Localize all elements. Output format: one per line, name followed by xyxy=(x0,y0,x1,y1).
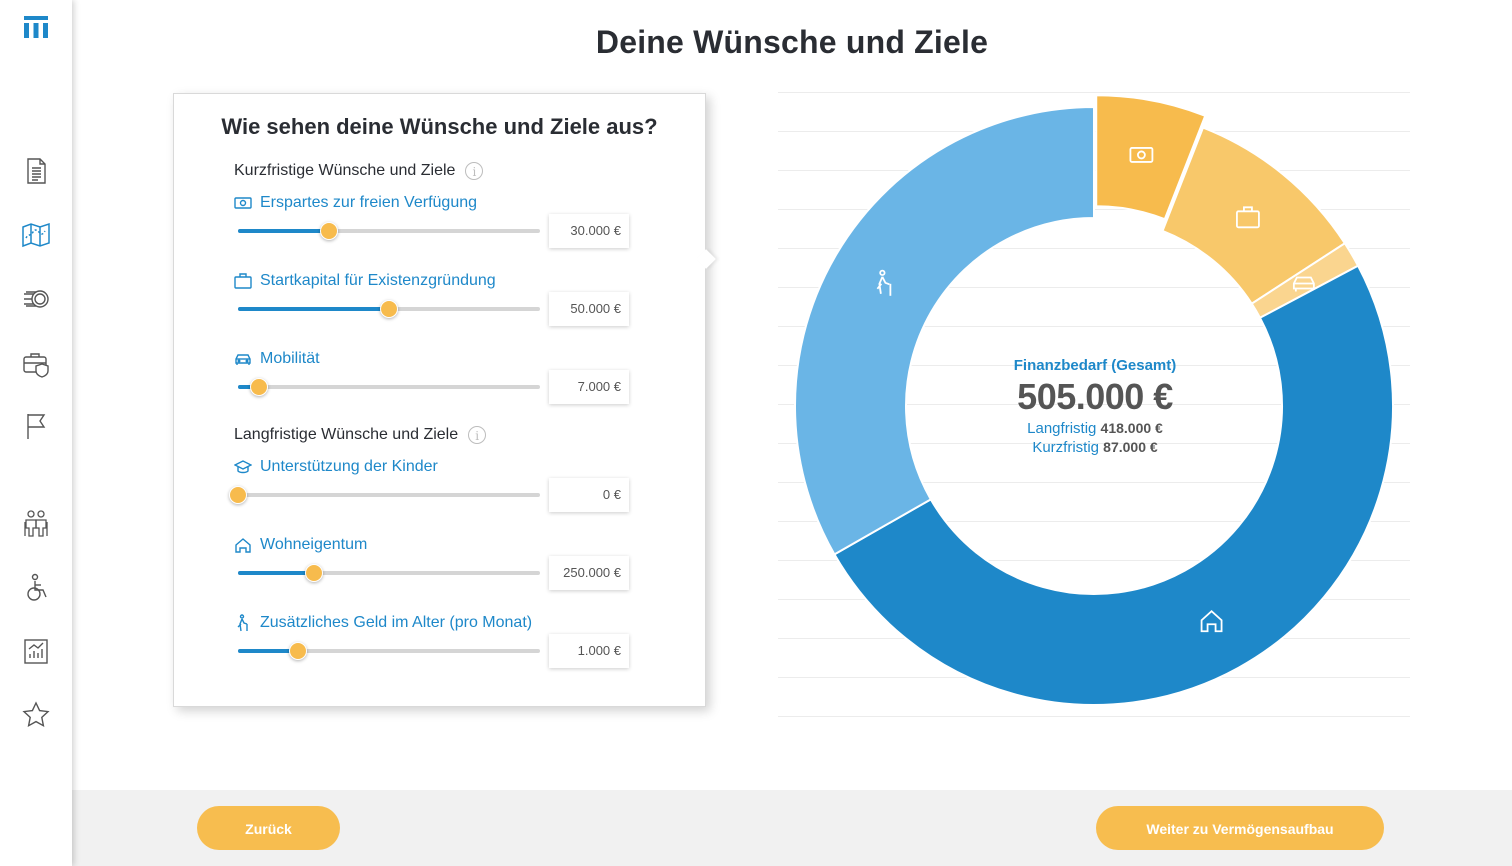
house-icon xyxy=(1200,610,1223,633)
briefcase-icon xyxy=(1236,206,1260,229)
star-icon[interactable] xyxy=(20,699,52,731)
short-term-section-title: Kurzfristige Wünsche und Ziele i xyxy=(234,162,484,180)
brand-logo-icon[interactable] xyxy=(24,16,48,38)
walking-elder-icon xyxy=(876,269,892,296)
house-icon xyxy=(235,538,251,553)
retirement-money-value-input[interactable]: 1.000 € xyxy=(549,634,629,668)
slider-fill xyxy=(238,571,314,575)
family-icon[interactable] xyxy=(20,507,52,539)
slider-thumb[interactable] xyxy=(380,300,398,318)
grid-line xyxy=(778,521,1410,522)
donut-chart xyxy=(794,94,1394,707)
home-ownership-slider[interactable] xyxy=(238,564,540,582)
chart-report-icon[interactable] xyxy=(20,635,52,667)
flag-icon[interactable] xyxy=(20,410,52,442)
startup-capital-value-input[interactable]: 50.000 € xyxy=(549,292,629,326)
item-label-text: Wohneigentum xyxy=(260,536,368,553)
mobility-value-input[interactable]: 7.000 € xyxy=(549,370,629,404)
slider-thumb[interactable] xyxy=(319,222,338,240)
item-children-support: Unterstützung der Kinder xyxy=(234,458,438,476)
sidebar xyxy=(0,0,72,866)
startup-capital-slider[interactable] xyxy=(238,300,540,318)
children-support-value-input[interactable]: 0 € xyxy=(549,478,629,512)
grid-line xyxy=(778,248,1410,249)
short-term-value: 87.000 € xyxy=(1103,439,1158,455)
long-term-summary: Langfristig 418.000 € xyxy=(995,420,1195,437)
grid-line xyxy=(778,404,1410,405)
goals-card: Wie sehen deine Wünsche und Ziele aus? K… xyxy=(173,93,706,707)
map-icon[interactable] xyxy=(20,219,52,251)
item-label-text: Unterstützung der Kinder xyxy=(260,458,438,475)
grid-line xyxy=(778,326,1410,327)
item-startup-capital: Startkapital für Existenzgründung xyxy=(234,272,496,290)
long-term-value: 418.000 € xyxy=(1100,420,1163,436)
slider-fill xyxy=(238,385,260,389)
footer: Zurück Weiter zu Vermögensaufbau xyxy=(72,790,1512,866)
item-mobility: Mobilität xyxy=(234,350,320,368)
grid-line xyxy=(778,287,1410,288)
long-term-section-title: Langfristige Wünsche und Ziele i xyxy=(234,426,487,444)
slider-fill xyxy=(238,307,389,311)
short-term-summary: Kurzfristig 87.000 € xyxy=(995,439,1195,456)
money-icon xyxy=(1129,147,1154,163)
slider-fill xyxy=(238,649,299,653)
slider-thumb[interactable] xyxy=(250,378,269,396)
page-title: Deine Wünsche und Ziele xyxy=(595,24,989,60)
item-savings: Erspartes zur freien Verfügung xyxy=(234,194,477,212)
grid-line xyxy=(778,443,1410,444)
item-label-text: Erspartes zur freien Verfügung xyxy=(260,194,478,211)
item-label-text: Mobilität xyxy=(260,350,320,367)
short-term-title-text: Kurzfristige Wünsche und Ziele xyxy=(234,162,456,179)
wheelchair-icon[interactable] xyxy=(20,572,52,604)
grid-line xyxy=(778,92,1410,93)
card-title: Wie sehen deine Wünsche und Ziele aus? xyxy=(221,114,658,139)
chart-center-summary: Finanzbedarf (Gesamt) 505.000 € Langfris… xyxy=(995,357,1195,456)
donut-segment-walking-elder[interactable] xyxy=(794,105,1095,556)
home-ownership-value-input[interactable]: 250.000 € xyxy=(549,556,629,590)
briefcase-shield-icon[interactable] xyxy=(20,347,52,379)
item-label-text: Startkapital für Existenzgründung xyxy=(260,272,496,289)
next-button[interactable]: Weiter zu Vermögensaufbau xyxy=(1096,806,1384,850)
long-term-label: Langfristig xyxy=(1027,420,1097,437)
item-home-ownership: Wohneigentum xyxy=(234,536,367,554)
total-need-label: Finanzbedarf (Gesamt) xyxy=(1013,357,1177,374)
children-support-slider[interactable] xyxy=(229,486,540,504)
grid-line xyxy=(778,716,1410,717)
savings-slider[interactable] xyxy=(238,222,540,240)
grid-line xyxy=(778,482,1410,483)
grid-line xyxy=(778,365,1410,366)
item-retirement-money: Zusätzliches Geld im Alter (pro Monat) xyxy=(234,614,532,632)
grid-line xyxy=(778,560,1410,561)
long-term-title-text: Langfristige Wünsche und Ziele xyxy=(234,426,459,443)
coins-icon[interactable] xyxy=(20,283,52,315)
short-term-label: Kurzfristig xyxy=(1032,439,1099,456)
car-icon xyxy=(235,354,251,365)
info-icon[interactable]: i xyxy=(468,426,487,444)
walking-elder-icon xyxy=(237,614,248,632)
slider-thumb[interactable] xyxy=(289,642,308,660)
chart-area: Finanzbedarf (Gesamt) 505.000 € Langfris… xyxy=(778,92,1410,718)
slider-fill xyxy=(238,229,329,233)
money-icon xyxy=(234,197,252,209)
slider-thumb[interactable] xyxy=(229,486,247,504)
savings-value-input[interactable]: 30.000 € xyxy=(549,214,629,248)
donut-segment-money[interactable] xyxy=(1095,94,1207,221)
graduation-cap-icon xyxy=(234,460,252,474)
briefcase-icon xyxy=(234,273,252,289)
donut-segment-house[interactable] xyxy=(833,264,1394,707)
info-icon[interactable]: i xyxy=(465,162,484,180)
total-need-value: 505.000 € xyxy=(1017,376,1173,417)
retirement-money-slider[interactable] xyxy=(238,642,540,660)
mobility-slider[interactable] xyxy=(238,378,540,396)
back-button[interactable]: Zurück xyxy=(197,806,340,850)
item-label-text: Zusätzliches Geld im Alter (pro Monat) xyxy=(260,614,533,631)
slider-thumb[interactable] xyxy=(304,564,323,582)
document-icon[interactable] xyxy=(20,155,52,187)
